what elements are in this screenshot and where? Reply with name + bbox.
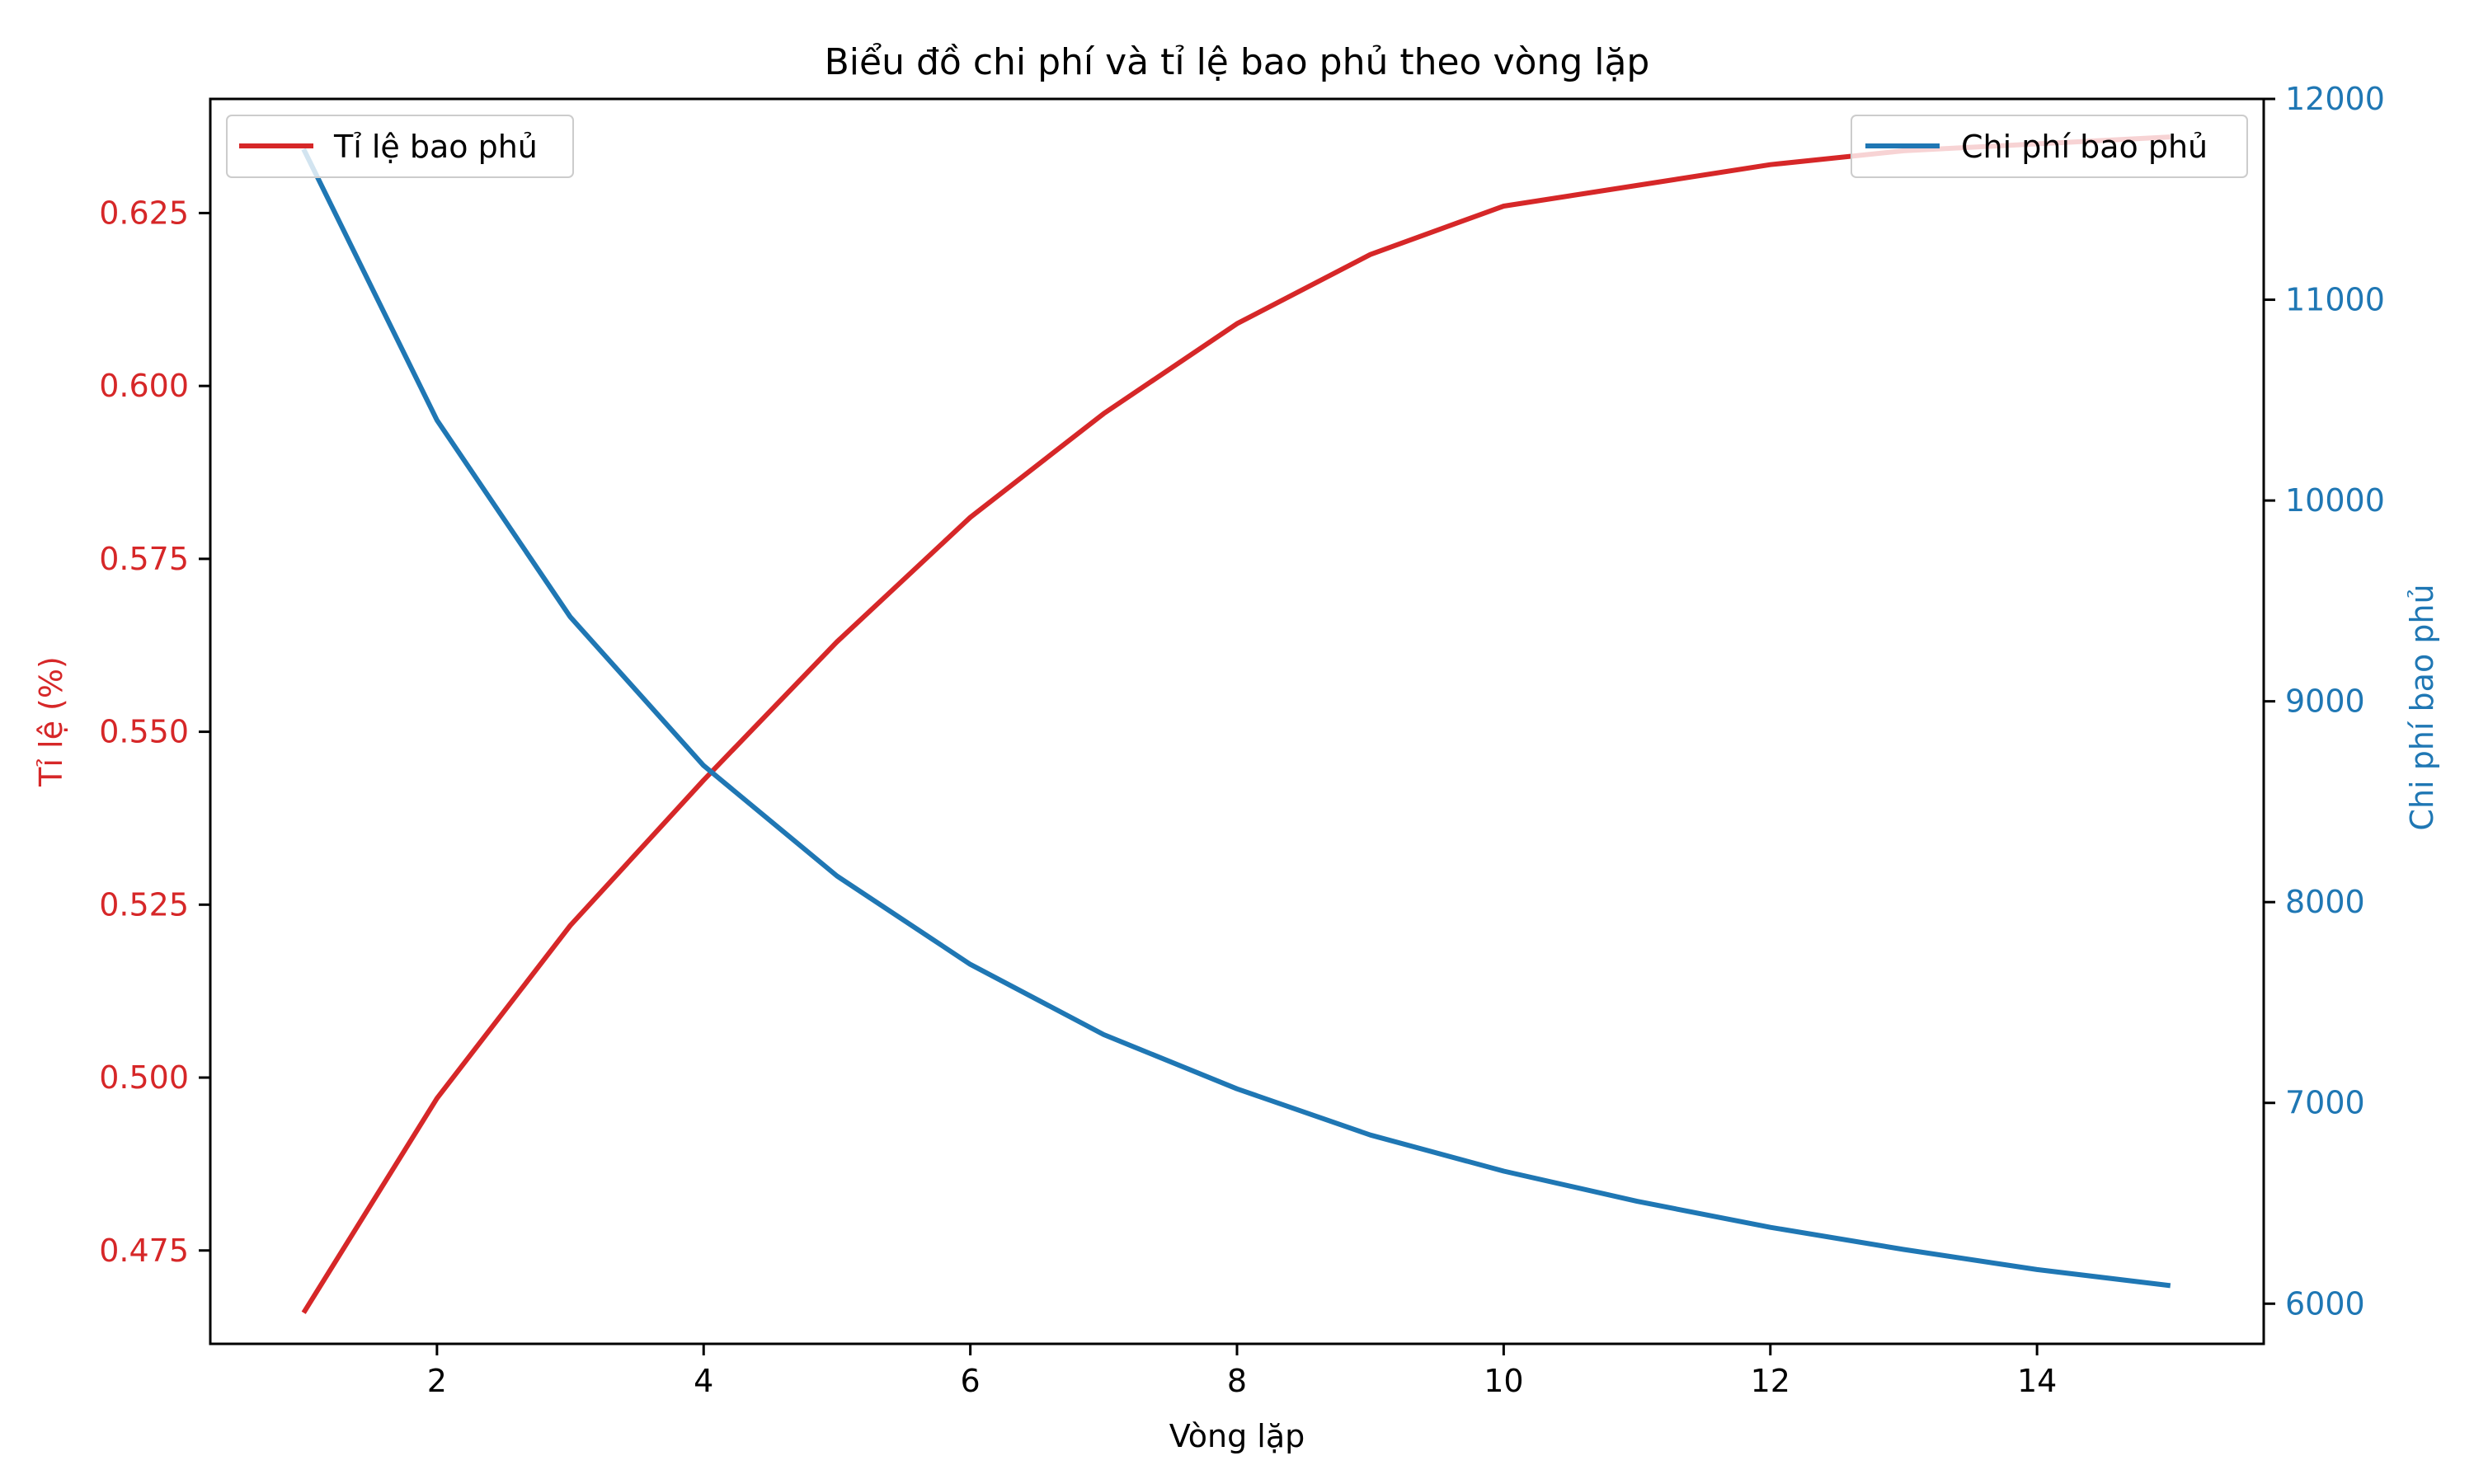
legend-left-label: Tỉ lệ bao phủ <box>333 129 538 165</box>
x-axis-label: Vòng lặp <box>1169 1418 1305 1454</box>
legend-left-box <box>226 115 574 178</box>
right-y-tick-label: 6000 <box>2285 1285 2365 1322</box>
legend-right-label: Chi phí bao phủ <box>1961 129 2208 165</box>
x-tick-label: 12 <box>1751 1363 1790 1399</box>
left-y-tick-label: 0.625 <box>99 195 189 231</box>
right-y-axis-label: Chi phí bao phủ <box>2404 584 2440 830</box>
left-y-tick-label: 0.550 <box>99 714 189 750</box>
x-tick-label: 14 <box>2017 1363 2057 1399</box>
right-y-tick-label: 7000 <box>2285 1085 2365 1121</box>
right-y-tick-label: 9000 <box>2285 683 2365 720</box>
left-y-tick-label: 0.575 <box>99 541 189 577</box>
right-y-tick-label: 8000 <box>2285 884 2365 920</box>
left-y-tick-label: 0.525 <box>99 886 189 923</box>
left-y-axis: 0.475 0.500 0.525 0.550 0.575 0.600 0.625 <box>99 195 210 1269</box>
x-tick-label: 4 <box>694 1363 713 1399</box>
left-y-axis-label: Tỉ lệ (%) <box>33 656 69 787</box>
right-y-axis: 6000 7000 8000 9000 10000 11000 12000 <box>2264 81 2385 1322</box>
series-line-coverage-cost <box>301 148 2171 1289</box>
left-y-tick-label: 0.500 <box>99 1059 189 1096</box>
legend-right: Chi phí bao phủ <box>1851 115 2248 178</box>
chart-title: Biểu đồ chi phí và tỉ lệ bao phủ theo vò… <box>825 41 1650 83</box>
x-tick-label: 2 <box>427 1363 447 1399</box>
x-tick-label: 10 <box>1484 1363 1523 1399</box>
right-y-tick-label: 12000 <box>2285 81 2385 117</box>
legend-right-box <box>1851 115 2248 178</box>
right-y-tick-label: 10000 <box>2285 482 2385 519</box>
left-y-tick-label: 0.600 <box>99 368 189 404</box>
legend-left: Tỉ lệ bao phủ <box>226 115 574 178</box>
right-y-tick-label: 11000 <box>2285 282 2385 318</box>
left-y-tick-label: 0.475 <box>99 1233 189 1269</box>
x-tick-label: 6 <box>961 1363 981 1399</box>
x-axis: 2 4 6 8 10 12 14 <box>427 1344 2057 1399</box>
x-tick-label: 8 <box>1227 1363 1247 1399</box>
